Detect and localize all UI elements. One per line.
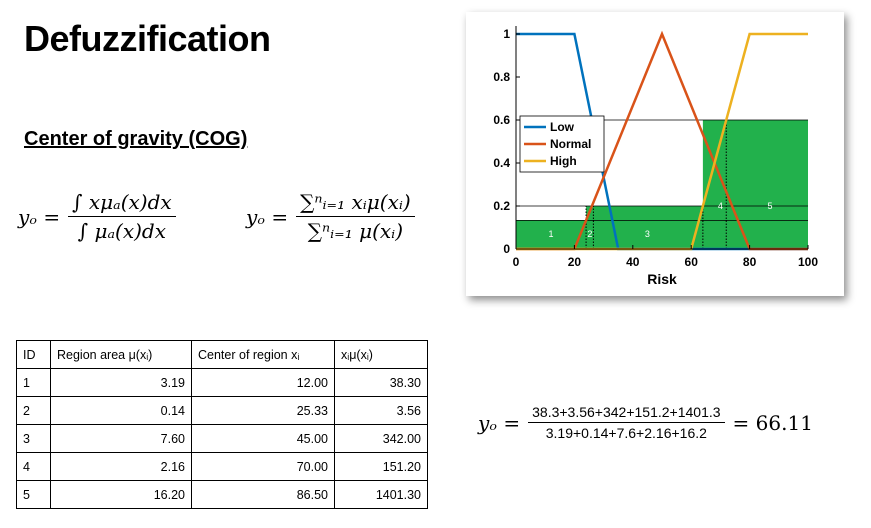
formula-denominator: ∫ μₐ(x)dx — [77, 219, 167, 243]
formula-numerator: 38.3+3.56+342+151.2+1401.3 — [528, 404, 725, 423]
formula-fraction: ∫ xμₐ(x)dx ∫ μₐ(x)dx — [68, 190, 176, 243]
y-tick-label: 0.4 — [493, 156, 510, 170]
cell-area: 16.20 — [50, 480, 192, 509]
cell-id: 5 — [16, 480, 51, 509]
cog-continuous-formula: yₒ = ∫ xμₐ(x)dx ∫ μₐ(x)dx — [18, 190, 176, 243]
formula-lhs: yₒ = — [18, 204, 61, 229]
x-tick-label: 80 — [743, 255, 757, 269]
regions-table: ID Region area μ(xᵢ) Center of region xᵢ… — [16, 340, 428, 509]
cell-product: 3.56 — [334, 396, 428, 425]
x-axis-label: Risk — [647, 271, 677, 287]
cell-product: 342.00 — [334, 424, 428, 453]
region-label: 5 — [768, 201, 773, 211]
slide-title: Defuzzification — [24, 18, 271, 59]
y-tick-label: 0.8 — [493, 70, 510, 84]
cog-discrete-formula: yₒ = ∑ⁿᵢ₌₁ xᵢμ(xᵢ) ∑ⁿᵢ₌₁ μ(xᵢ) — [246, 190, 415, 243]
legend-label-normal: Normal — [550, 137, 591, 151]
cell-area: 0.14 — [50, 396, 192, 425]
formula-lhs: yₒ = — [246, 204, 289, 229]
cell-id: 1 — [16, 368, 51, 397]
x-tick-label: 60 — [685, 255, 699, 269]
formula-result: = 66.11 — [732, 410, 813, 435]
region-label: 1 — [549, 229, 554, 239]
header-region-area: Region area μ(xᵢ) — [50, 340, 192, 369]
table-row: 2 0.14 25.33 3.56 — [16, 396, 428, 425]
region-label: 4 — [718, 201, 723, 211]
y-tick-label: 0.2 — [493, 199, 510, 213]
y-tick-label: 0 — [503, 242, 510, 256]
cell-center: 86.50 — [191, 480, 335, 509]
x-tick-label: 20 — [568, 255, 582, 269]
cell-area: 7.60 — [50, 424, 192, 453]
cog-calculation: yₒ = 38.3+3.56+342+151.2+1401.3 3.19+0.1… — [478, 404, 813, 441]
aggregated-area — [516, 120, 808, 249]
x-tick-label: 40 — [626, 255, 640, 269]
y-tick-label: 1 — [503, 27, 510, 41]
formula-lhs: yₒ = — [478, 410, 521, 435]
table-row: 5 16.20 86.50 1401.30 — [16, 480, 428, 509]
header-center: Center of region xᵢ — [191, 340, 335, 369]
slide-subtitle: Center of gravity (COG) — [24, 128, 248, 150]
formula-numerator: ∫ xμₐ(x)dx — [68, 190, 176, 217]
legend-label-high: High — [550, 154, 577, 168]
formula-fraction: ∑ⁿᵢ₌₁ xᵢμ(xᵢ) ∑ⁿᵢ₌₁ μ(xᵢ) — [296, 190, 415, 243]
cell-center: 12.00 — [191, 368, 335, 397]
cell-id: 4 — [16, 452, 51, 481]
formula-numerator: ∑ⁿᵢ₌₁ xᵢμ(xᵢ) — [296, 190, 415, 217]
membership-chart-panel: 1 2 3 4 5 0 20 40 60 80 100 0 0.2 0.4 0.6 0.8 1 Risk Low No… — [466, 12, 844, 296]
cell-area: 3.19 — [50, 368, 192, 397]
table-row: 4 2.16 70.00 151.20 — [16, 452, 428, 481]
region-label: 2 — [587, 229, 592, 239]
cell-area: 2.16 — [50, 452, 192, 481]
header-id: ID — [16, 340, 51, 369]
x-tick-label: 0 — [513, 255, 520, 269]
table-row: 3 7.60 45.00 342.00 — [16, 424, 428, 453]
table-row: 1 3.19 12.00 38.30 — [16, 368, 428, 397]
cell-product: 151.20 — [334, 452, 428, 481]
cell-product: 38.30 — [334, 368, 428, 397]
cell-id: 3 — [16, 424, 51, 453]
table-header-row: ID Region area μ(xᵢ) Center of region xᵢ… — [16, 340, 428, 369]
formula-fraction: 38.3+3.56+342+151.2+1401.3 3.19+0.14+7.6… — [528, 404, 725, 441]
legend-label-low: Low — [550, 120, 575, 134]
membership-chart: 1 2 3 4 5 0 20 40 60 80 100 0 0.2 0.4 0.6 0.8 1 Risk Low No… — [493, 26, 818, 287]
region-label: 3 — [645, 229, 650, 239]
y-tick-label: 0.6 — [493, 113, 510, 127]
x-tick-label: 100 — [798, 255, 818, 269]
header-product: xᵢμ(xᵢ) — [334, 340, 428, 369]
formula-denominator: 3.19+0.14+7.6+2.16+16.2 — [545, 425, 707, 441]
formula-denominator: ∑ⁿᵢ₌₁ μ(xᵢ) — [307, 219, 404, 243]
cell-center: 70.00 — [191, 452, 335, 481]
cell-center: 45.00 — [191, 424, 335, 453]
cell-id: 2 — [16, 396, 51, 425]
cell-center: 25.33 — [191, 396, 335, 425]
cell-product: 1401.30 — [334, 480, 428, 509]
